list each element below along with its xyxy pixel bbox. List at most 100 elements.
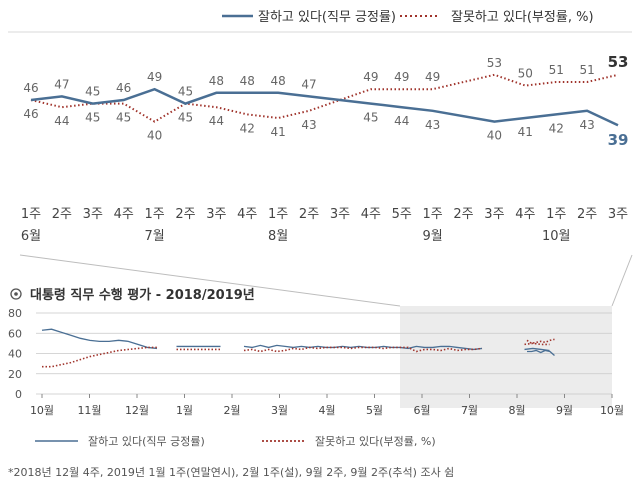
y-tick-label: 60 [8,327,22,340]
y-tick-label: 20 [8,368,22,381]
approve-data-label: 43 [579,118,594,132]
approve-data-label: 46 [116,81,131,95]
x-tick-week: 4주 [515,207,535,222]
x-tick-week: 1주 [144,207,164,222]
disapprove-data-label: 45 [116,111,131,125]
x-tick-week: 1주 [546,207,566,222]
x-tick-week: 3주 [484,207,504,222]
disapprove-data-label: 44 [209,114,224,128]
disapprove-data-label: 49 [394,70,409,84]
x-tick-week: 1주 [268,207,288,222]
x-tick-week: 4주 [237,207,257,222]
disapprove-data-label: 51 [549,63,564,77]
disapprove-data-label: 46 [23,107,38,121]
approve-segment [41,328,158,350]
bottom-title: 대통령 직무 수행 평가 - 2018/2019년 [10,287,255,303]
approve-data-label: 47 [301,77,316,91]
approve-line [30,87,619,127]
yearly-trend-chart: 0 20 40 60 80 10월 11월 12월 1월 2월 3월 4월 5월 6월 7월 8월 9월 10월 [8,306,624,417]
disapprove-data-label: 53 [487,56,502,70]
disapprove-segment [526,338,555,345]
y-tick-label: 40 [8,348,22,361]
y-tick-label: 0 [15,388,22,401]
x-month-label: 4월 [318,404,335,417]
y-tick-label: 80 [8,307,22,320]
circled-dot-icon-center [14,292,18,296]
disapprove-data-label: 43 [301,118,316,132]
disapprove-data-label: 44 [54,114,69,128]
disapprove-data-label: 49 [425,70,440,84]
disapprove-line [30,73,619,123]
x-tick-week: 1주 [21,207,41,222]
disapprove-segment [524,342,550,346]
x-tick-week: 2주 [175,207,195,222]
approve-data-label: 48 [240,74,255,88]
approve-data-label: 42 [549,121,564,135]
x-month-label: 2월 [223,404,240,417]
approve-segment [243,344,483,351]
highlight-region [400,306,612,408]
bottom-chart-title: 대통령 직무 수행 평가 - 2018/2019년 [30,287,255,303]
approve-data-label: 48 [271,74,286,88]
x-month-label: 8월 [508,404,525,417]
approve-data-label: 45 [85,85,100,99]
x-tick-week: 2주 [577,207,597,222]
x-tick-week: 3주 [330,207,350,222]
x-tick-month: 9월 [423,229,443,244]
x-tick-week: 3주 [608,207,628,222]
zoom-connector-left [19,254,401,307]
x-month-label: 6월 [413,404,430,417]
disapprove-segment [42,346,157,368]
x-month-label: 3월 [271,404,288,417]
approve-data-label: 40 [487,129,502,143]
x-tick-week: 1주 [423,207,443,222]
legend-approve-label: 잘하고 있다(직무 긍정률) [258,10,396,25]
disapprove-data-label: 40 [147,129,162,143]
approve-data-label: 45 [178,85,193,99]
x-month-label: 1월 [176,404,193,417]
bottom-legend: 잘하고 있다(직무 긍정률) 잘못하고 있다(부정률, %) [35,434,436,448]
approve-last-label: 39 [608,131,629,149]
x-tick-week: 2주 [299,207,319,222]
x-tick-week: 3주 [83,207,103,222]
disapprove-data-label: 45 [178,111,193,125]
disapprove-data-label: 41 [271,125,286,139]
top-legend: 잘하고 있다(직무 긍정률) 잘못하고 있다(부정률, %) [222,10,594,25]
disapprove-data-label: 45 [85,111,100,125]
x-month-label: 12월 [125,404,149,417]
disapprove-data-label: 51 [579,63,594,77]
footnote: *2018년 12월 4주, 2019년 1월 1주(연말연시), 2월 1주(… [8,466,454,479]
approve-data-label: 46 [23,81,38,95]
weekly-trend-chart: 46 47 45 46 49 45 48 48 48 47 45 44 43 40 41 42 43 46 44 45… [21,53,629,244]
x-tick-month: 7월 [144,229,164,244]
x-month-label: 10월 [30,404,54,417]
approve-segment [527,349,555,357]
x-tick-week: 2주 [453,207,473,222]
x-tick-week: 4주 [361,207,381,222]
disapprove-data-label: 42 [240,121,255,135]
legend-disapprove-label: 잘못하고 있다(부정률, %) [451,10,594,25]
x-tick-week: 3주 [206,207,226,222]
x-tick-week: 2주 [52,207,72,222]
x-tick-month: 8월 [268,229,288,244]
disapprove-data-label: 50 [518,67,533,81]
x-month-label: 9월 [556,404,573,417]
zoom-connector-right [611,254,633,307]
approve-data-label: 43 [425,118,440,132]
x-tick-week: 5주 [392,207,412,222]
x-tick-month: 6월 [21,229,41,244]
disapprove-data-label: 49 [363,70,378,84]
disapprove-last-label: 53 [608,53,629,71]
x-tick-week: 4주 [114,207,134,222]
x-tick-month: 10월 [542,229,571,244]
approve-data-label: 41 [518,125,533,139]
x-month-label: 11월 [77,404,101,417]
approve-data-label: 44 [394,114,409,128]
circled-dot-icon [10,288,22,300]
bottom-legend-disapprove-label: 잘못하고 있다(부정률, %) [315,434,436,448]
approve-data-label: 47 [54,77,69,91]
approve-data-label: 45 [363,111,378,125]
bottom-legend-approve-label: 잘하고 있다(직무 긍정률) [88,434,205,448]
x-month-label: 7월 [461,404,478,417]
